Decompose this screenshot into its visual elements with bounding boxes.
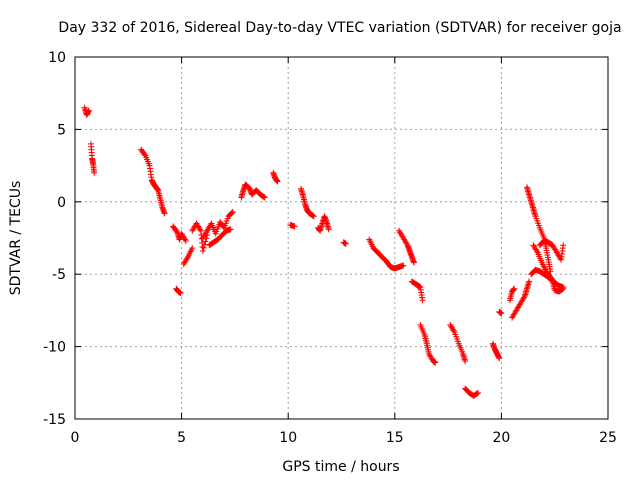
x-tick-label: 10	[279, 430, 297, 446]
data-point-marker	[261, 194, 268, 201]
data-point-marker	[184, 255, 191, 262]
data-point-marker	[196, 226, 203, 233]
data-point-marker	[200, 244, 207, 251]
y-tick-label: -10	[43, 340, 66, 356]
data-point-marker	[91, 169, 98, 176]
data-point-marker	[201, 241, 208, 248]
data-point-marker	[325, 226, 332, 233]
y-tick-labels: 10 5 0 -5 -10 -15	[43, 50, 66, 428]
data-point-marker	[474, 390, 481, 397]
data-point-marker	[548, 277, 555, 284]
data-point-marker	[559, 286, 566, 293]
y-tick-label: 10	[48, 50, 66, 66]
data-point-marker	[141, 151, 148, 158]
data-point-marker	[557, 255, 564, 262]
y-axis-label: SDTVAR / TECUs	[8, 181, 24, 296]
y-tick-label: -5	[52, 267, 66, 283]
data-point-marker	[177, 290, 184, 297]
data-point-marker	[450, 327, 457, 334]
data-point-marker	[274, 178, 281, 185]
data-point-marker	[432, 359, 439, 366]
data-point-marker	[498, 310, 505, 317]
data-point-marker	[462, 358, 469, 365]
data-point-marker	[228, 209, 235, 216]
data-point-marker	[400, 262, 407, 269]
data-point-marker	[161, 210, 168, 217]
data-point-marker	[560, 285, 567, 292]
data-point-marker	[410, 259, 417, 266]
plot-frame	[74, 56, 609, 420]
data-point-marker	[227, 226, 234, 233]
y-tick-label: 5	[57, 122, 66, 138]
x-tick-label: 25	[599, 430, 617, 446]
data-points	[81, 104, 567, 399]
x-tick-labels: 0 5 10 15 20 25	[71, 430, 617, 446]
chart-title: Day 332 of 2016, Sidereal Day-to-day VTE…	[58, 20, 621, 36]
data-point-marker	[291, 223, 298, 230]
data-point-marker	[173, 228, 180, 235]
x-tick-label: 5	[177, 430, 186, 446]
data-point-marker	[182, 236, 189, 243]
data-point-marker	[511, 285, 518, 292]
x-axis-label: GPS time / hours	[282, 459, 399, 475]
data-point-marker	[199, 248, 206, 255]
grid-lines	[75, 57, 608, 419]
data-point-marker	[309, 212, 316, 219]
axis-ticks	[74, 56, 609, 420]
x-tick-label: 20	[492, 430, 510, 446]
data-point-marker	[496, 355, 503, 362]
y-tick-label: 0	[57, 195, 66, 211]
data-point-marker	[560, 242, 567, 249]
data-point-marker	[202, 238, 209, 245]
data-point-marker	[419, 297, 426, 304]
x-tick-label: 15	[386, 430, 404, 446]
data-point-marker	[533, 248, 540, 255]
data-point-marker	[403, 240, 410, 247]
data-point-marker	[310, 213, 317, 220]
data-point-marker	[526, 278, 533, 285]
x-tick-label: 0	[71, 430, 80, 446]
y-tick-label: -15	[43, 412, 66, 428]
data-point-marker	[85, 107, 92, 114]
data-point-marker	[189, 245, 196, 252]
data-point-marker	[260, 193, 267, 200]
data-point-marker	[229, 208, 236, 215]
data-point-marker	[182, 237, 189, 244]
data-point-marker	[342, 240, 349, 247]
data-point-marker	[474, 389, 481, 396]
data-point-marker	[520, 294, 527, 301]
